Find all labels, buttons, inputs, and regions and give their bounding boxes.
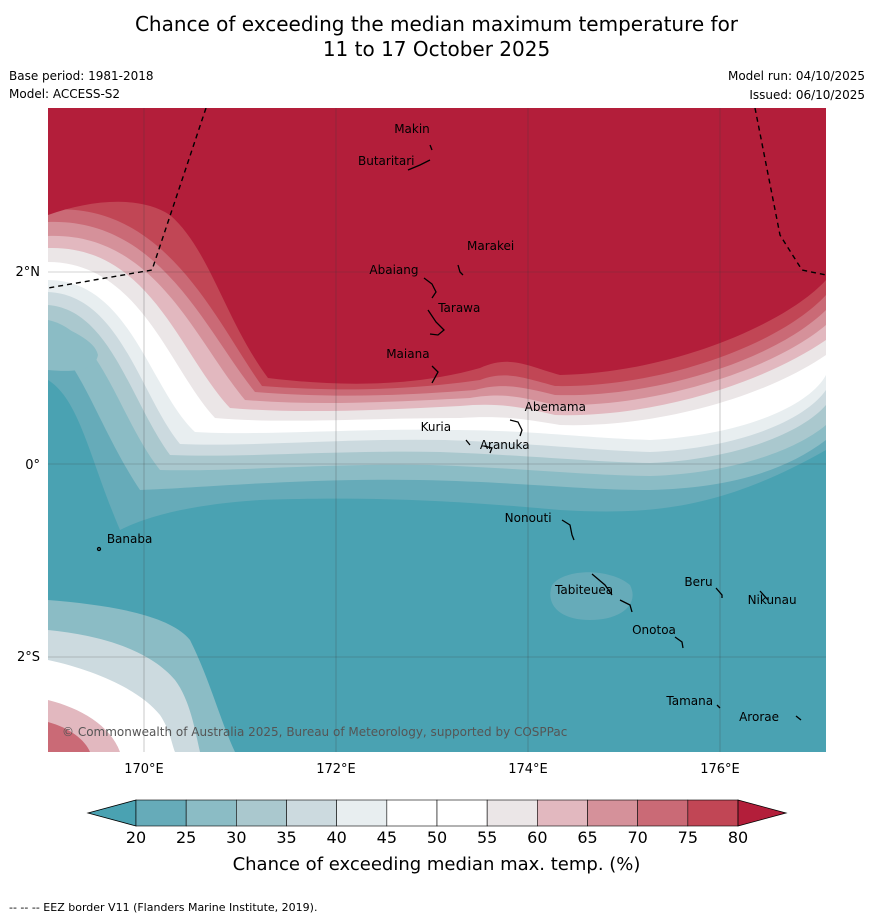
lon-tick-170: 170°E [124, 762, 164, 777]
colorbar-segment-65 [587, 799, 638, 827]
tabiteuea-blob [550, 572, 633, 620]
place-label-aranuka: Aranuka [479, 438, 530, 453]
island-outlines [96, 144, 802, 721]
issued-date: Issued: 06/10/2025 [749, 88, 865, 102]
place-label-arorae: Arorae [739, 709, 779, 724]
colorbar-under-arrow [86, 799, 137, 827]
place-label-nikunau: Nikunau [747, 592, 797, 607]
lat-tick-2n: 2°N [15, 265, 41, 280]
colorbar-segment-30 [236, 799, 287, 827]
colorbar-tick-55: 55 [476, 828, 498, 847]
colorbar-tick-30: 30 [226, 828, 247, 847]
place-label-abaiang: Abaiang [369, 263, 419, 277]
colorbar-segments [86, 799, 788, 827]
place-label-tamana: Tamana [666, 693, 714, 708]
place-label-beru: Beru [684, 574, 713, 589]
colorbar-segment-25 [185, 799, 237, 827]
eez-border-legend: -- -- -- EEZ border V11 (Flanders Marine… [9, 901, 318, 914]
colorbar-tick-65: 65 [577, 828, 598, 847]
place-label-banaba: Banaba [106, 531, 153, 546]
colorbar-tick-70: 70 [627, 828, 648, 847]
colorbar-segment-20 [135, 799, 187, 827]
lon-tick-176: 176°E [700, 762, 740, 777]
map-field [48, 108, 826, 752]
place-label-abemama: Abemama [524, 399, 586, 414]
place-label-onotoa: Onotoa [632, 623, 676, 638]
colorbar-segment-70 [637, 799, 689, 827]
lat-tick-2s: 2°S [16, 650, 40, 665]
place-label-kuria: Kuria [420, 419, 452, 434]
colorbar-tick-45: 45 [376, 828, 398, 847]
place-label-maiana: Maiana [386, 346, 430, 361]
graticule [48, 108, 826, 752]
south-band-70 [48, 722, 90, 752]
colorbar-segment-50 [436, 799, 488, 827]
colorbar-tick-35: 35 [276, 828, 297, 847]
colorbar-tick-25: 25 [175, 828, 197, 847]
model-run-date: Model run: 04/10/2025 [727, 69, 865, 83]
colorbar-segment-45 [386, 799, 438, 827]
north-band-above-80 [48, 108, 826, 384]
colorbar-tick-60: 60 [527, 828, 548, 847]
title-line-1: Chance of exceeding the median maximum t… [134, 12, 739, 36]
place-label-tabiteuea: Tabiteuea [555, 583, 614, 597]
title-line-2: 11 to 17 October 2025 [322, 37, 551, 61]
colorbar-segment-60 [537, 799, 588, 827]
colorbar-label: Chance of exceeding median max. temp. (%… [232, 854, 641, 875]
model-name: Model: ACCESS-S2 [9, 87, 121, 101]
copyright-notice: © Commonwealth of Australia 2025, Bureau… [62, 725, 568, 739]
lon-tick-174: 174°E [508, 762, 548, 777]
colorbar-over-arrow [737, 799, 788, 827]
colorbar-tick-40: 40 [326, 828, 347, 847]
colorbar-tick-75: 75 [677, 828, 699, 847]
base-period: Base period: 1981-2018 [9, 69, 154, 83]
eez-border-east [754, 108, 826, 276]
colorbar-segment-35 [286, 799, 337, 827]
colorbar-segment-75 [687, 799, 739, 827]
colorbar-segment-55 [486, 799, 538, 827]
eez-border-west [48, 108, 207, 289]
place-label-tarawa: Tarawa [438, 301, 481, 316]
west-blob [48, 320, 98, 371]
colorbar-tick-80: 80 [727, 828, 749, 847]
place-label-butaritari: Butaritari [357, 154, 415, 169]
place-label-nonouti: Nonouti [504, 510, 552, 525]
lat-tick-0: 0° [25, 458, 40, 473]
colorbar-tick-20: 20 [125, 828, 147, 847]
lon-tick-172: 172°E [316, 762, 356, 777]
place-label-makin: Makin [394, 122, 430, 137]
place-label-marakei: Marakei [467, 238, 515, 253]
colorbar-segment-40 [336, 799, 388, 827]
colorbar-tick-50: 50 [426, 828, 448, 847]
